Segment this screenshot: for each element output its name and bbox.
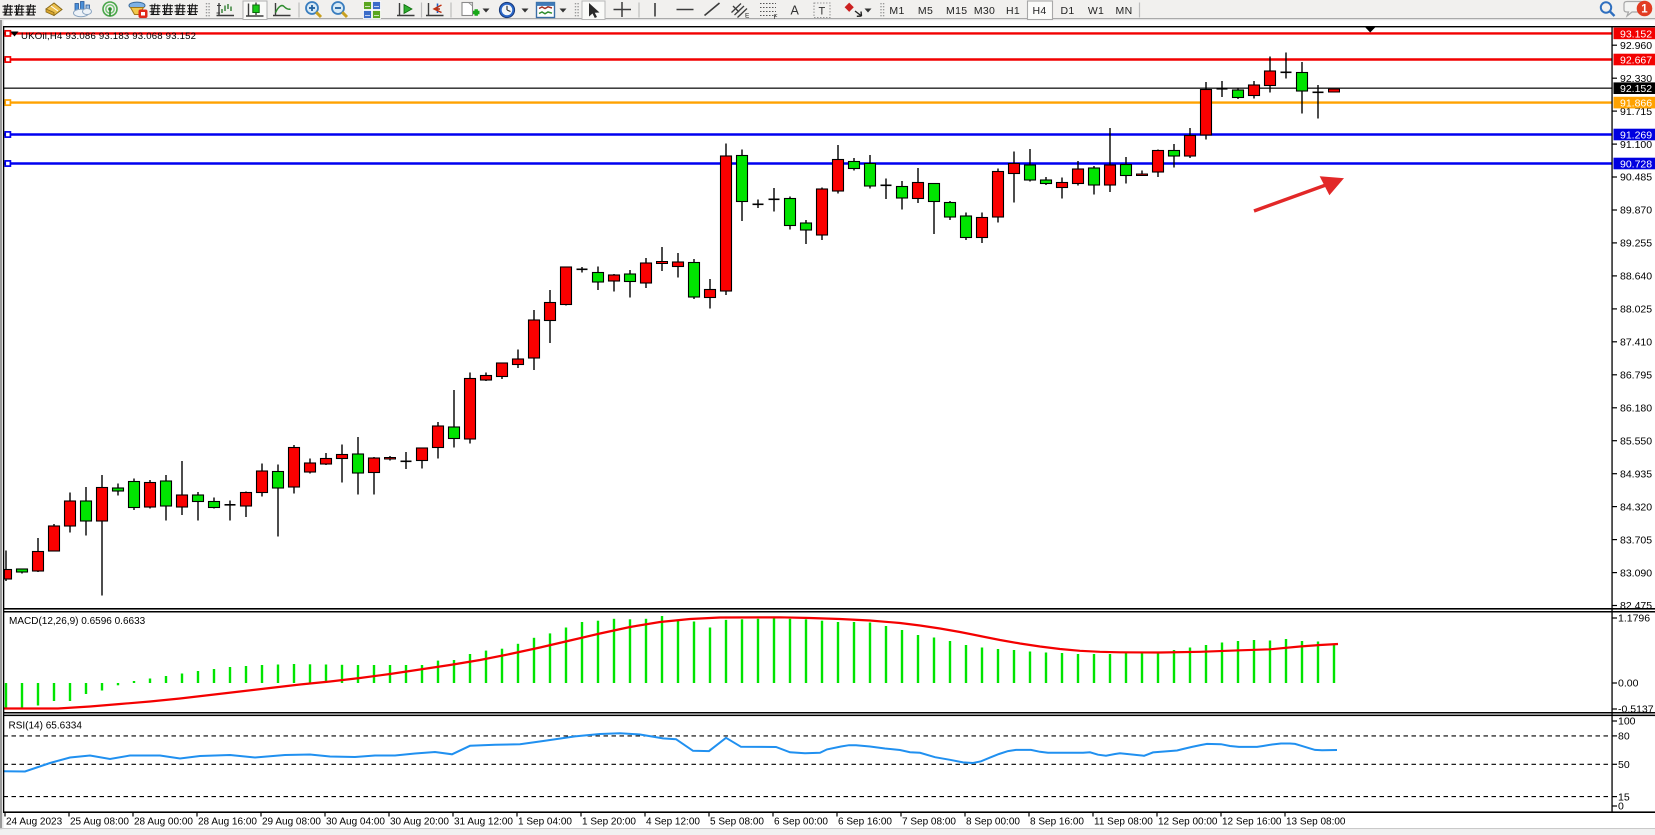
svg-text:11 Sep 08:00: 11 Sep 08:00: [1094, 817, 1153, 828]
svg-text:5 Sep 08:00: 5 Sep 08:00: [710, 817, 764, 828]
svg-text:25 Aug 08:00: 25 Aug 08:00: [70, 817, 129, 828]
svg-text:12 Sep 16:00: 12 Sep 16:00: [1222, 817, 1282, 828]
svg-text:MN: MN: [1116, 5, 1133, 17]
svg-text:8 Sep 00:00: 8 Sep 00:00: [966, 817, 1020, 828]
svg-text:1 Sep 20:00: 1 Sep 20:00: [582, 817, 636, 828]
svg-text:-0.5137: -0.5137: [1618, 704, 1654, 716]
svg-text:28 Aug 00:00: 28 Aug 00:00: [134, 817, 193, 828]
svg-text:1 Sep 04:00: 1 Sep 04:00: [518, 817, 572, 828]
svg-text:7 Sep 08:00: 7 Sep 08:00: [902, 817, 956, 828]
svg-text:92.330: 92.330: [1620, 73, 1652, 85]
svg-text:91.269: 91.269: [1620, 129, 1652, 141]
svg-text:84.320: 84.320: [1620, 501, 1652, 513]
svg-text:RSI(14) 65.6334: RSI(14) 65.6334: [9, 721, 83, 732]
svg-text:1.1796: 1.1796: [1618, 613, 1650, 625]
svg-text:1: 1: [1641, 4, 1648, 16]
svg-text:12 Sep 00:00: 12 Sep 00:00: [1158, 817, 1218, 828]
svg-text:89.255: 89.255: [1620, 238, 1652, 250]
svg-text:83.705: 83.705: [1620, 534, 1652, 546]
svg-text:86.795: 86.795: [1620, 370, 1652, 382]
svg-text:91.715: 91.715: [1620, 106, 1652, 118]
svg-text:UKOil,H4 93.086 93.183 93.068: UKOil,H4 93.086 93.183 93.068 93.152: [21, 31, 196, 42]
svg-text:M5: M5: [918, 5, 933, 17]
svg-text:0.00: 0.00: [1618, 678, 1639, 690]
svg-text:13 Sep 08:00: 13 Sep 08:00: [1286, 817, 1346, 828]
svg-text:D1: D1: [1060, 5, 1074, 17]
svg-text:89.870: 89.870: [1620, 205, 1652, 217]
svg-text:30 Aug 04:00: 30 Aug 04:00: [326, 817, 385, 828]
svg-text:31 Aug 12:00: 31 Aug 12:00: [454, 817, 513, 828]
svg-text:91.100: 91.100: [1620, 139, 1652, 151]
svg-text:F: F: [774, 14, 778, 21]
svg-text:84.935: 84.935: [1620, 468, 1652, 480]
svg-text:83.090: 83.090: [1620, 567, 1652, 579]
svg-text:90.728: 90.728: [1620, 158, 1652, 170]
svg-text:6 Sep 16:00: 6 Sep 16:00: [838, 817, 892, 828]
svg-text:92.960: 92.960: [1620, 40, 1652, 52]
svg-text:E: E: [745, 13, 750, 20]
svg-text:29 Aug 08:00: 29 Aug 08:00: [262, 817, 321, 828]
svg-text:80: 80: [1618, 731, 1630, 743]
svg-text:88.025: 88.025: [1620, 304, 1652, 316]
svg-text:50: 50: [1618, 759, 1630, 771]
svg-text:91.866: 91.866: [1620, 98, 1652, 110]
svg-text:86.180: 86.180: [1620, 403, 1652, 415]
svg-text:H4: H4: [1032, 5, 1046, 17]
svg-text:H1: H1: [1006, 5, 1020, 17]
svg-text:92.152: 92.152: [1620, 83, 1652, 95]
svg-text:82.475: 82.475: [1620, 600, 1652, 612]
svg-text:88.640: 88.640: [1620, 271, 1652, 283]
svg-text:0: 0: [1618, 801, 1624, 813]
svg-text:M15: M15: [946, 5, 967, 17]
svg-text:24 Aug 2023: 24 Aug 2023: [6, 817, 63, 828]
svg-text:4 Sep 12:00: 4 Sep 12:00: [646, 817, 700, 828]
svg-text:8 Sep 16:00: 8 Sep 16:00: [1030, 817, 1084, 828]
svg-text:M30: M30: [974, 5, 995, 17]
svg-text:87.410: 87.410: [1620, 337, 1652, 349]
svg-text:15: 15: [1618, 791, 1630, 803]
svg-text:100: 100: [1618, 716, 1636, 728]
svg-text:MACD(12,26,9) 0.6596 0.6633: MACD(12,26,9) 0.6596 0.6633: [9, 616, 146, 627]
svg-text:A: A: [791, 4, 800, 18]
svg-text:6 Sep 00:00: 6 Sep 00:00: [774, 817, 828, 828]
svg-text:90.485: 90.485: [1620, 172, 1652, 184]
svg-text:T: T: [819, 6, 826, 18]
svg-text:W1: W1: [1088, 5, 1104, 17]
svg-text:92.667: 92.667: [1620, 54, 1652, 66]
svg-text:85.550: 85.550: [1620, 435, 1652, 447]
svg-text:93.152: 93.152: [1620, 28, 1652, 40]
svg-text:28 Aug 16:00: 28 Aug 16:00: [198, 817, 257, 828]
svg-text:30 Aug 20:00: 30 Aug 20:00: [390, 817, 449, 828]
svg-text:M1: M1: [889, 5, 904, 17]
